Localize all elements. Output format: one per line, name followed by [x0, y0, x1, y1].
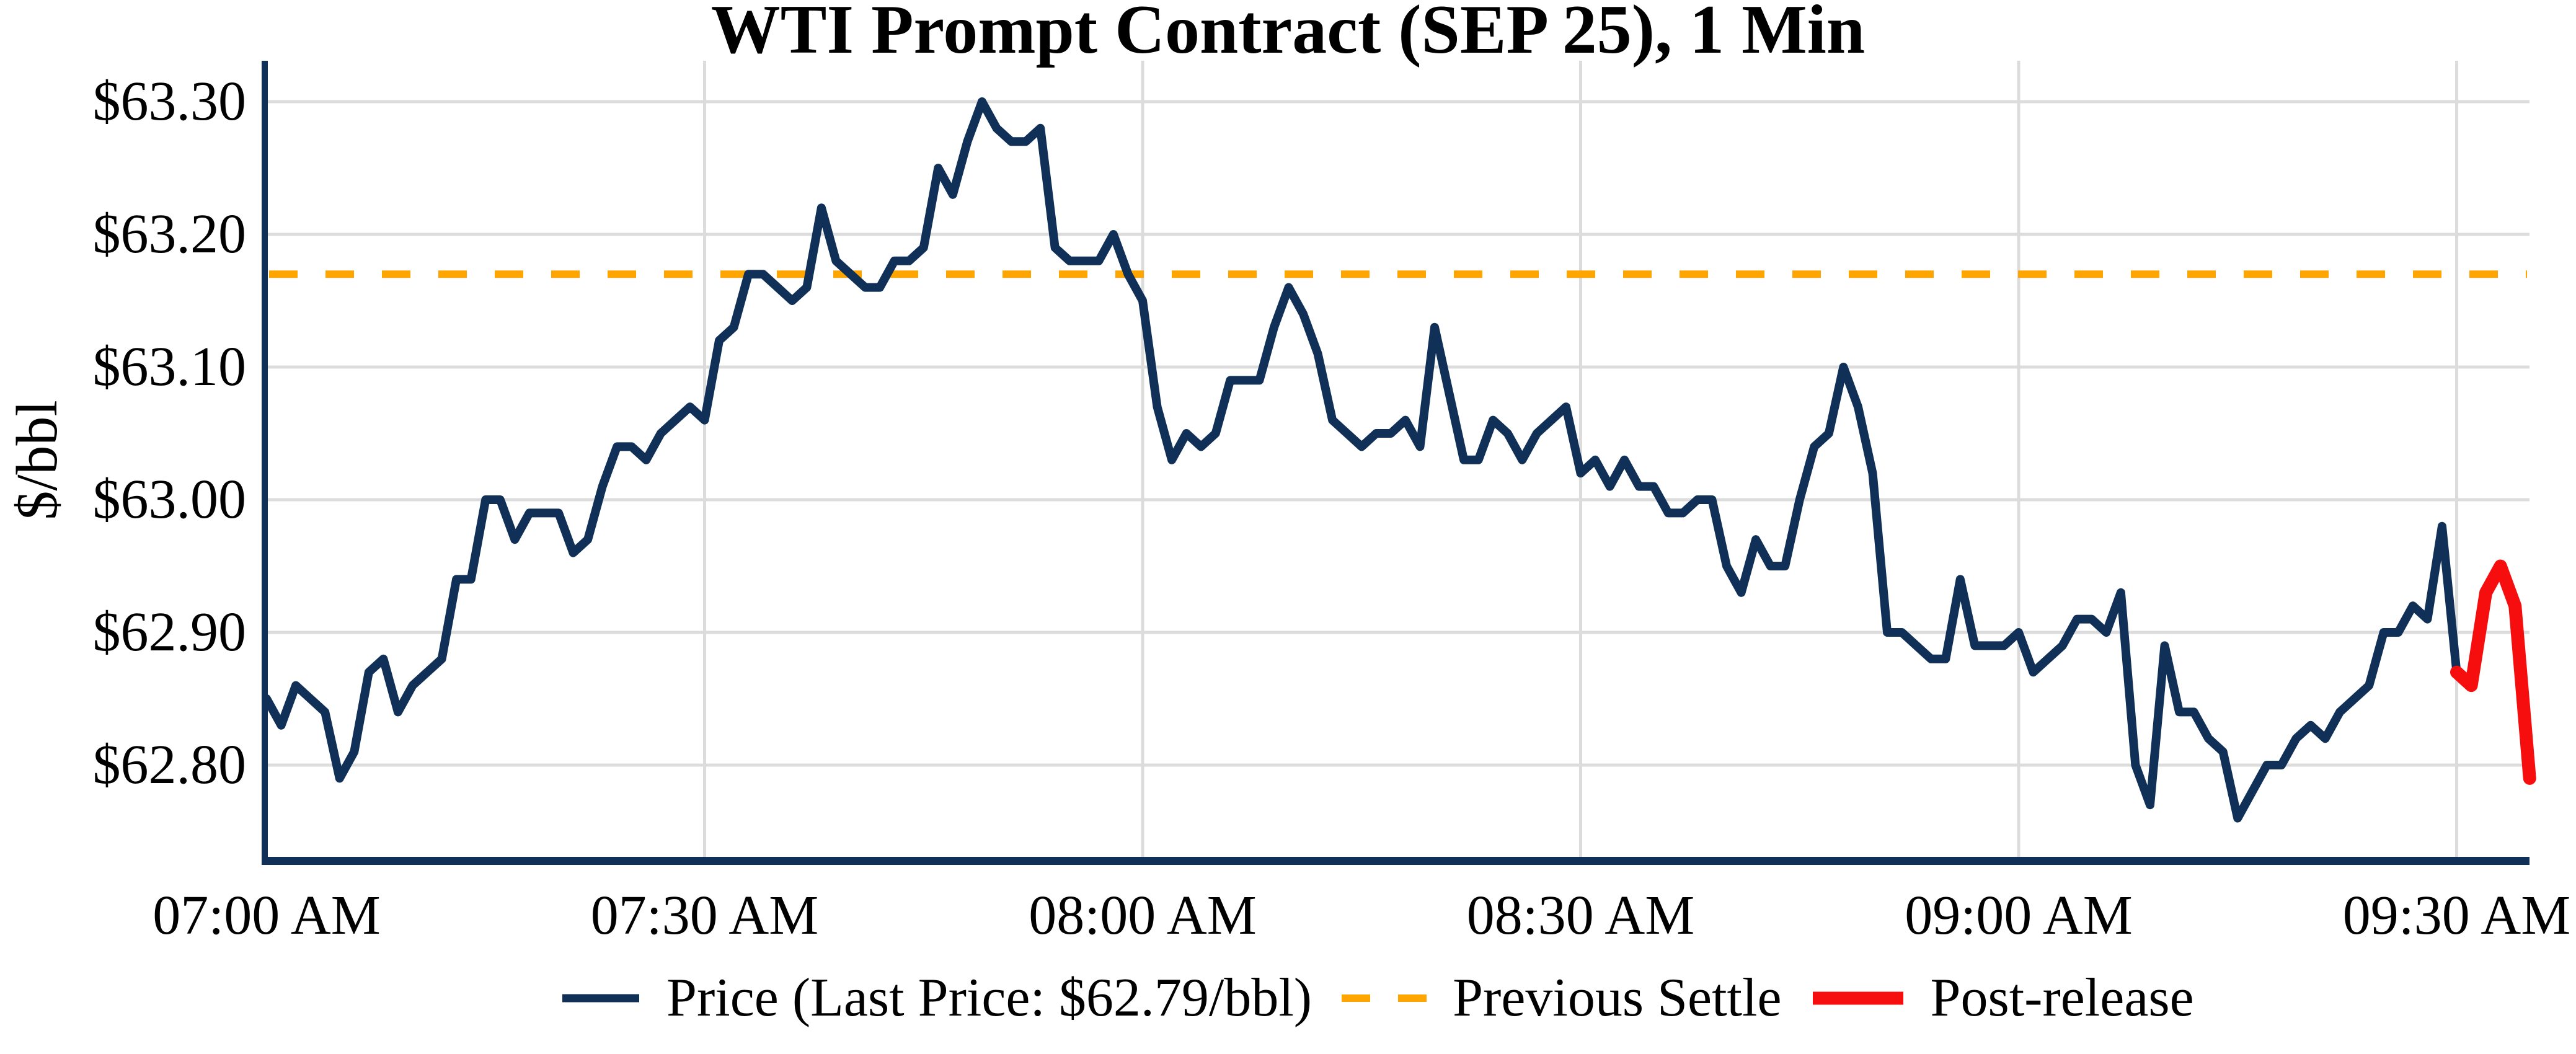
legend-item-previous-settle: Previous Settle — [1342, 968, 1782, 1028]
y-tick-label: $63.00 — [92, 469, 247, 530]
x-tick-label: 09:30 AM — [2342, 885, 2571, 946]
legend: Price (Last Price: $62.79/bbl) Previous … — [561, 962, 2194, 1034]
x-tick-label: 07:30 AM — [590, 885, 819, 946]
legend-label-previous-settle: Previous Settle — [1453, 968, 1782, 1028]
y-axis-spine — [262, 61, 268, 865]
y-tick-label: $62.80 — [92, 734, 247, 795]
previous-settle-dash-swatch — [1342, 994, 1427, 1002]
y-tick-label: $63.10 — [92, 336, 247, 397]
price-line-swatch — [562, 994, 639, 1003]
x-tick-label: 08:00 AM — [1029, 885, 1257, 946]
x-tick-label: 07:00 AM — [153, 885, 381, 946]
post-release-line-swatch — [1812, 991, 1903, 1005]
y-tick-label: $63.30 — [92, 71, 247, 132]
legend-label-price: Price (Last Price: $62.79/bbl) — [666, 968, 1312, 1028]
x-axis-spine — [262, 857, 2530, 865]
x-tick-label: 09:00 AM — [1905, 885, 2133, 946]
legend-item-price: Price (Last Price: $62.79/bbl) — [561, 971, 1312, 1025]
y-tick-label: $62.90 — [92, 601, 247, 663]
x-tick-label: 08:30 AM — [1466, 885, 1695, 946]
post-release-line — [2450, 559, 2536, 785]
legend-label-post-release: Post-release — [1930, 968, 2194, 1028]
y-tick-label: $63.20 — [92, 203, 247, 265]
price-line — [262, 97, 2461, 823]
chart-title: WTI Prompt Contract (SEP 25), 1 Min — [710, 0, 1866, 68]
legend-item-post-release: Post-release — [1812, 971, 2194, 1025]
